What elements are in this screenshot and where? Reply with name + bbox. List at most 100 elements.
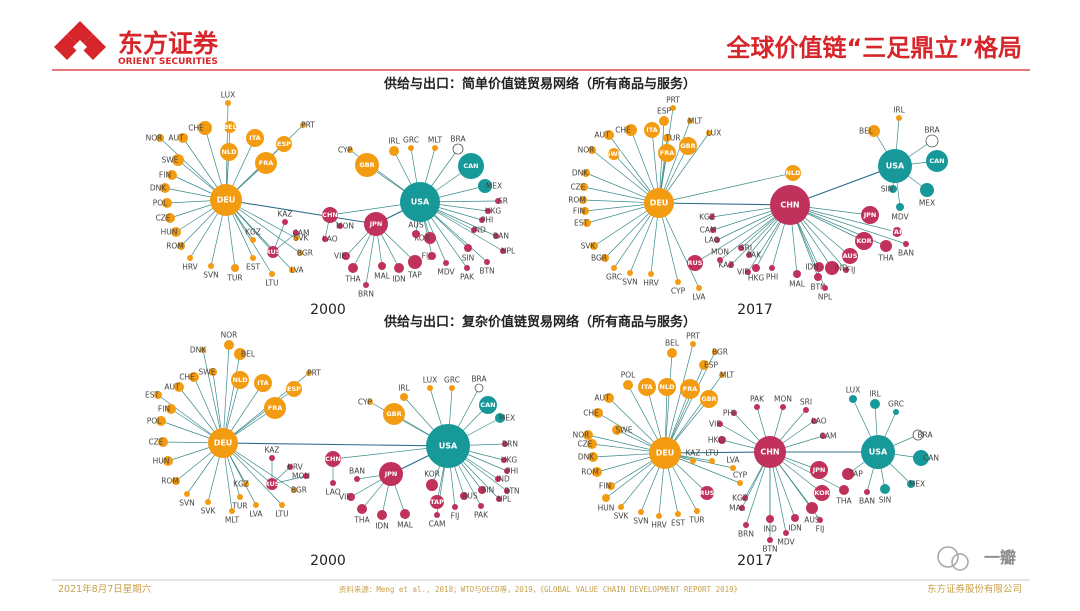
node-label: MDV [777, 538, 795, 547]
node-bel: BEL [223, 121, 237, 133]
hub-link [225, 199, 377, 225]
node-circle [243, 481, 249, 487]
node-circle [502, 441, 508, 447]
node-label: CHN [322, 211, 338, 219]
node-esp: ESP [657, 107, 671, 126]
node-circle [460, 492, 468, 500]
node-label: LAO [322, 235, 337, 244]
edge-deu-bel [222, 353, 241, 444]
node-label: VIE [709, 420, 721, 429]
node-circle [667, 348, 677, 358]
node-circle [588, 452, 598, 462]
node-fin: FIN [599, 482, 615, 491]
node-label: USA [886, 162, 905, 171]
node-circle [156, 134, 164, 142]
node-label: GBR [701, 395, 716, 403]
node-mdv: MDV [891, 203, 909, 222]
node-ita: ITA [638, 378, 656, 396]
node-lux: LUX [423, 376, 437, 391]
node-label: CYP [338, 146, 353, 155]
node-label: MAL [789, 280, 806, 289]
node-label: CZE [148, 438, 163, 447]
node-circle [357, 504, 367, 514]
node-circle [400, 182, 440, 222]
node-label: SVN [622, 278, 638, 287]
node-circle [300, 122, 306, 128]
node-circle [746, 252, 752, 258]
node-dnk: DNK [190, 346, 207, 355]
node-label: PRT [307, 369, 321, 378]
footer-date: 2021年8月7日星期六 [58, 583, 152, 595]
node-circle [177, 242, 185, 250]
node-label: ROM [166, 242, 184, 251]
node-hkg: HKG [708, 436, 726, 445]
node-vie: VIE [339, 493, 355, 502]
node-circle [593, 408, 603, 418]
node-circle [880, 484, 890, 494]
node-label: GRC [888, 400, 904, 409]
node-circle [322, 207, 338, 223]
node-che: CHE [583, 408, 603, 418]
node-mex: MEX [495, 413, 515, 423]
node-label: MON [292, 472, 310, 481]
node-label: CAM [429, 520, 446, 529]
node-dnk: DNK [578, 452, 598, 462]
node-label: AUS [462, 492, 478, 501]
node-est: EST [671, 511, 685, 528]
node-irl: IRL [398, 384, 411, 401]
node-svk: SVK [614, 504, 629, 521]
node-label: PHI [506, 467, 518, 476]
node-btn: BTN [479, 259, 495, 276]
node-circle [163, 456, 173, 466]
node-cam: CAM [293, 229, 310, 238]
node-btn: BTN [810, 273, 826, 292]
node-ban: BAN [349, 467, 365, 482]
node-chn: CHN [754, 436, 786, 468]
node-circle [590, 242, 598, 250]
year-label-complex-2017: 2017 [737, 553, 773, 569]
node-circle [427, 385, 433, 391]
node-kor: KOR [814, 485, 830, 501]
node-label: HKG [501, 456, 518, 465]
node-bel: BEL [234, 348, 256, 360]
node-circle [728, 262, 734, 268]
node-label: PAK [474, 511, 489, 520]
node-circle [814, 262, 824, 272]
node-fra: FRA [264, 397, 286, 419]
node-circle [322, 236, 328, 242]
node-circle [861, 206, 879, 224]
node-circle [426, 479, 438, 491]
node-label: AUS [408, 221, 424, 230]
footer-source: 资料来源：Meng et al., 2018；WTO与OECD等，2019，《G… [339, 584, 741, 594]
node-circle [501, 457, 507, 463]
node-hun: HUN [161, 227, 181, 237]
node-circle [432, 145, 438, 151]
node-label: CZE [155, 214, 170, 223]
node-nld: NLD [658, 378, 676, 396]
node-mal: MAL [397, 509, 414, 530]
node-label: MAL [397, 521, 414, 530]
node-grc: GRC [403, 136, 419, 151]
node-fij: FIJ [843, 266, 855, 275]
node-circle [814, 273, 822, 281]
node-rus: RUS [265, 478, 280, 490]
node-label: VIE [334, 252, 346, 261]
node-circle [479, 396, 497, 414]
node-prt: PRT [666, 96, 680, 111]
node-label: TAP [407, 271, 422, 280]
node-usa: USA [878, 149, 912, 183]
node-kgz: KGZ [245, 228, 261, 243]
node-mdv: MDV [437, 260, 455, 277]
node-label: BTN [810, 283, 825, 292]
node-circle [412, 230, 420, 238]
node-label: MON [711, 248, 729, 257]
node-label: TAP [890, 228, 904, 236]
node-circle [458, 153, 484, 179]
node-circle [706, 130, 712, 136]
node-circle [604, 130, 614, 140]
node-circle [719, 372, 725, 378]
edge-deu-nld [658, 172, 794, 204]
node-circle [687, 118, 693, 124]
node-label: BGR [591, 254, 607, 263]
